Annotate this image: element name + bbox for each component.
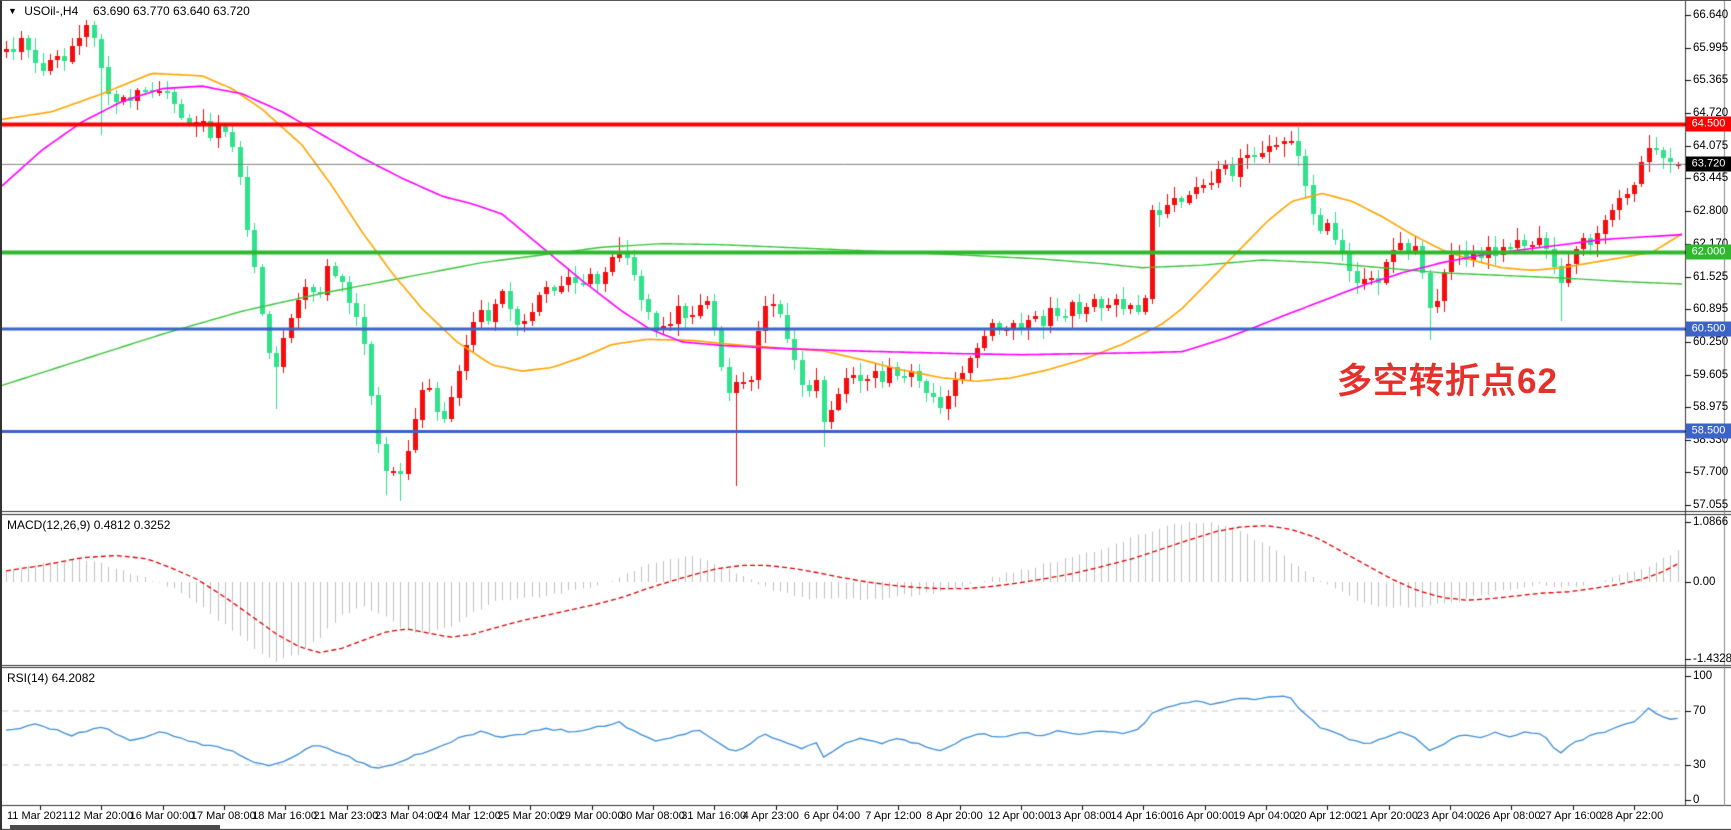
time-axis-label: 12 Mar 20:00 [68, 810, 134, 822]
rsi-indicator-label: RSI(14) 64.2082 [7, 671, 96, 685]
symbol-period-label: USOil-,H4 [24, 4, 79, 18]
time-axis-label: 28 Apr 22:00 [1600, 810, 1664, 822]
macd-axis-tick: 0.00 [1693, 576, 1716, 588]
horizontal-scrollbar-thumb[interactable] [10, 825, 220, 830]
price-axis-tick: 60.895 [1693, 302, 1729, 315]
price-axis-tick: 62.800 [1693, 205, 1729, 218]
time-axis-label: 27 Apr 16:00 [1539, 810, 1602, 822]
rsi-axis-tick: 30 [1693, 759, 1706, 771]
price-axis-tick: 64.075 [1693, 140, 1729, 153]
price-level-badge: 64.500 [1686, 116, 1731, 132]
time-axis-label: 30 Mar 08:00 [620, 810, 685, 822]
time-axis-label: 26 Apr 08:00 [1478, 810, 1541, 822]
ohlc-values: 63.690 63.770 63.640 63.720 [92, 4, 250, 18]
time-axis-label: 11 Mar 2021 [7, 810, 68, 822]
time-axis-label: 29 Mar 00:00 [558, 810, 624, 822]
price-axis-tick: 64.720 [1693, 107, 1729, 120]
price-axis-tick: 65.365 [1693, 74, 1729, 87]
macd-axis-tick: -1.4328 [1693, 653, 1731, 665]
time-axis-label: 4 Apr 23:00 [742, 810, 799, 822]
time-axis-label: 19 Apr 04:00 [1233, 810, 1296, 822]
time-axis-label: 20 Apr 12:00 [1294, 810, 1357, 822]
time-axis-label: 21 Apr 20:00 [1355, 810, 1418, 822]
rsi-axis-tick: 70 [1693, 705, 1706, 717]
time-axis-label: 24 Mar 12:00 [436, 810, 501, 822]
time-axis-label: 6 Apr 04:00 [803, 810, 861, 822]
price-axis-tick: 63.445 [1693, 172, 1729, 185]
price-axis-tick: 57.055 [1693, 499, 1729, 512]
price-axis-tick: 59.605 [1693, 368, 1729, 381]
rsi-axis-tick: 0 [1693, 794, 1700, 806]
annotation-text[interactable]: 多空转折点62 [1337, 362, 1558, 401]
time-axis-label: 7 Apr 12:00 [865, 810, 922, 822]
time-axis-label: 23 Apr 04:00 [1416, 810, 1480, 822]
time-axis-label: 16 Apr 00:00 [1171, 810, 1235, 822]
symbol-dropdown-icon[interactable]: ▼ [8, 6, 17, 16]
time-axis-label: 21 Mar 23:00 [313, 810, 379, 822]
time-axis-label: 8 Apr 20:00 [926, 810, 983, 822]
time-axis-label: 14 Apr 16:00 [1110, 810, 1173, 822]
time-axis-label: 31 Mar 16:00 [681, 810, 747, 822]
time-axis-label: 16 Mar 00:00 [129, 810, 195, 822]
time-axis-label: 13 Apr 08:00 [1049, 810, 1112, 822]
time-axis-label: 12 Apr 00:00 [987, 810, 1051, 822]
price-level-badge: 63.720 [1686, 156, 1731, 172]
macd-indicator-label: MACD(12,26,9) 0.4812 0.3252 [7, 518, 171, 532]
macd-axis-tick: 1.0866 [1693, 516, 1729, 528]
time-axis-label: 18 Mar 16:00 [252, 810, 318, 822]
chart-header: ▼ USOil-,H4 63.690 63.770 63.640 63.720 [8, 4, 250, 18]
price-axis-tick: 65.995 [1693, 41, 1729, 54]
time-axis-label: 25 Mar 20:00 [497, 810, 563, 822]
rsi-axis-tick: 100 [1693, 670, 1713, 682]
price-level-badge: 62.000 [1686, 244, 1731, 260]
price-axis-tick: 61.525 [1693, 270, 1729, 283]
time-axis-label: 23 Mar 04:00 [374, 810, 440, 822]
time-axis-label: 17 Mar 08:00 [190, 810, 256, 822]
price-level-badge: 58.500 [1686, 423, 1731, 439]
price-axis-tick: 57.700 [1693, 466, 1729, 479]
price-axis-tick: 60.250 [1693, 335, 1729, 348]
price-level-badge: 60.500 [1686, 321, 1731, 337]
price-axis-tick: 58.975 [1693, 401, 1729, 414]
price-axis-tick: 66.640 [1693, 9, 1729, 21]
